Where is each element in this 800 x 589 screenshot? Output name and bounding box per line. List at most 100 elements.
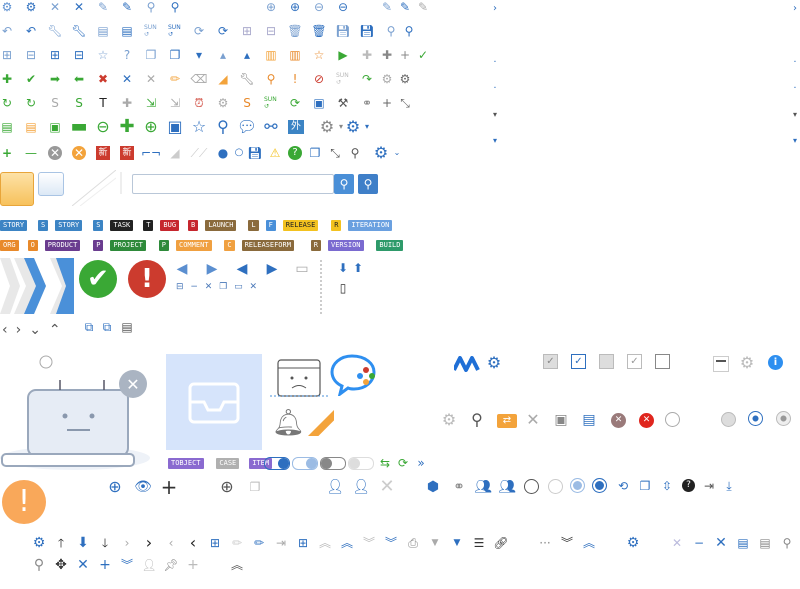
bell-icon[interactable]: 🔔︎ xyxy=(272,408,306,438)
logout-icon[interactable]: ⇥ xyxy=(703,479,715,493)
pencil-icon[interactable]: ✎ xyxy=(399,0,411,14)
sun-icon[interactable]: SUN ↺ xyxy=(168,24,181,38)
gear-dropdown-icon[interactable]: ⚙ xyxy=(319,117,335,136)
redo-icon[interactable]: ↷ xyxy=(361,72,373,86)
delete-icon[interactable]: 🗑︎ xyxy=(287,24,303,38)
add-circle-icon[interactable]: ⊕ xyxy=(108,477,122,496)
tools-icon[interactable]: ⚒ xyxy=(337,96,349,110)
prev-circle-icon[interactable]: ◀ xyxy=(176,261,188,277)
window-icon[interactable]: ▣ xyxy=(554,412,568,428)
cube-icon[interactable]: ⬢ xyxy=(426,479,440,495)
double-chevron-up-icon[interactable]: ︽ xyxy=(340,536,353,550)
close-circle-icon[interactable]: ✕ xyxy=(48,146,62,160)
settings-doc-icon[interactable]: ⚙ xyxy=(217,96,229,110)
search-icon[interactable]: ⚲ xyxy=(266,72,276,86)
close-icon[interactable]: ✕ xyxy=(73,0,85,14)
search-button[interactable]: ⚲ xyxy=(334,174,354,194)
move-icon[interactable]: ✥ xyxy=(55,557,67,573)
close-icon[interactable]: ✕ xyxy=(145,72,157,86)
alarm-icon[interactable]: ⏰︎ xyxy=(194,96,204,110)
drag-handle[interactable] xyxy=(320,260,324,314)
comment-refresh-icon[interactable]: ⟲ xyxy=(617,479,629,493)
dot-icon[interactable]: ● xyxy=(217,146,229,160)
chevron-right-icon[interactable]: › xyxy=(493,3,497,14)
radio-checked[interactable] xyxy=(592,478,607,493)
plus-icon[interactable]: + xyxy=(160,475,178,499)
chevron-left-icon[interactable]: ‹ xyxy=(168,536,174,550)
chevron-right-icon[interactable]: › xyxy=(124,536,130,550)
mobile-icon[interactable]: ▯ xyxy=(339,281,347,295)
plus-icon[interactable]: ✚ xyxy=(361,48,373,62)
plus-circle-icon[interactable]: ⊕ xyxy=(144,117,158,136)
split-icon[interactable]: ⇳ xyxy=(661,479,673,493)
double-chevron-down-icon[interactable]: ︾ xyxy=(384,536,397,550)
edit-icon[interactable]: ✎ xyxy=(121,0,133,14)
list-icon[interactable]: ☰ xyxy=(473,536,485,550)
eraser-icon[interactable]: ⌫ xyxy=(190,72,208,86)
gear-icon[interactable]: ⚙ xyxy=(373,143,389,162)
next-circle-icon[interactable]: ▶ xyxy=(266,261,278,277)
plus-icon[interactable]: ✚ xyxy=(1,72,13,86)
zoom-icon[interactable]: ⚲ xyxy=(404,24,414,38)
help-icon[interactable]: ? xyxy=(123,48,131,62)
image-icon[interactable]: ▣ xyxy=(313,96,325,110)
user-icon[interactable]: 👤︎ xyxy=(141,558,157,572)
chevron-down-icon[interactable]: ▾ xyxy=(492,110,497,119)
close-icon[interactable]: ✕ xyxy=(526,410,540,429)
remove-circle-icon[interactable]: ⊖ xyxy=(337,0,349,14)
chart-add-icon[interactable]: ▤ xyxy=(97,24,109,38)
archive-icon[interactable]: ▥ xyxy=(265,48,277,62)
add-item-icon[interactable]: ✚ xyxy=(121,96,133,110)
eye-icon[interactable]: 👁︎ xyxy=(134,479,152,495)
minus-icon[interactable]: — xyxy=(25,146,37,160)
edit-icon[interactable]: ✎ xyxy=(97,0,109,14)
prev-circle-icon[interactable]: ◀ xyxy=(236,261,248,277)
close-icon[interactable]: ✕ xyxy=(715,535,727,551)
star-icon[interactable]: ☆ xyxy=(191,117,207,136)
close-circle-icon[interactable]: ✕ xyxy=(72,146,86,160)
chevron-down-icon[interactable]: ▾ xyxy=(792,136,797,145)
plus-box-icon[interactable]: ⊞ xyxy=(49,48,61,62)
add-user-icon[interactable]: 👤︎ xyxy=(326,479,344,495)
orange-button[interactable] xyxy=(0,172,34,206)
document-edit-icon[interactable]: ▤ xyxy=(759,536,771,550)
gear-icon[interactable]: ⚙ xyxy=(381,72,393,86)
link-break-icon[interactable]: ⚭ xyxy=(361,96,373,110)
users-icon[interactable]: 👥︎ xyxy=(498,479,516,495)
gear-icon[interactable]: ⚙ xyxy=(626,535,640,551)
window-icon[interactable]: ▤ xyxy=(121,320,133,334)
chevron-down-icon[interactable]: ⌄ xyxy=(393,148,401,157)
double-chevron-right-icon[interactable]: » xyxy=(417,456,425,470)
copy-icon[interactable]: ❐ xyxy=(169,48,181,62)
comment-icon[interactable]: 💬︎ xyxy=(236,117,258,136)
radio-unchecked[interactable] xyxy=(524,479,539,494)
search-input[interactable] xyxy=(132,174,334,194)
plus-icon[interactable]: ✚ xyxy=(381,48,393,62)
gear-icon[interactable]: ⚙ xyxy=(25,0,37,14)
link-icon[interactable]: 🔗︎ xyxy=(493,536,509,550)
circle-icon[interactable]: ○ xyxy=(234,147,244,158)
arrow-up-icon[interactable]: ⬆ xyxy=(352,261,364,275)
search-icon[interactable]: ⚲ xyxy=(471,410,483,429)
resize-icon[interactable]: ⤡ xyxy=(400,96,410,110)
minus-box-icon[interactable]: ⊟ xyxy=(25,48,37,62)
sun-icon[interactable]: SUN ↺ xyxy=(264,96,277,110)
close-icon[interactable]: ✕ xyxy=(121,72,133,86)
plus-icon[interactable]: + xyxy=(99,557,111,573)
checkbox-disabled[interactable] xyxy=(599,354,614,369)
pencil-icon[interactable]: ✎ xyxy=(381,0,393,14)
refresh-badge-icon[interactable]: ↻ xyxy=(25,96,37,110)
warning-icon[interactable]: ⚠ xyxy=(269,146,281,160)
archive-icon[interactable]: ▥ xyxy=(289,48,301,62)
gear-icon[interactable]: ⚙ xyxy=(1,0,13,14)
restore-icon[interactable]: ❐ xyxy=(249,480,261,494)
letter-s-icon[interactable]: S xyxy=(51,96,59,110)
plus-icon[interactable]: + xyxy=(187,557,199,573)
info-icon[interactable]: i xyxy=(768,355,783,370)
restore-icon[interactable]: ❐ xyxy=(309,146,321,160)
refresh-badge-icon[interactable]: ↻ xyxy=(1,96,13,110)
add-doc-icon[interactable]: ⊞ xyxy=(209,536,221,550)
close-icon[interactable]: ✕ xyxy=(77,557,89,573)
collapse-icon[interactable]: ⊟ xyxy=(265,24,277,38)
toggle-switch-on[interactable] xyxy=(264,457,290,470)
